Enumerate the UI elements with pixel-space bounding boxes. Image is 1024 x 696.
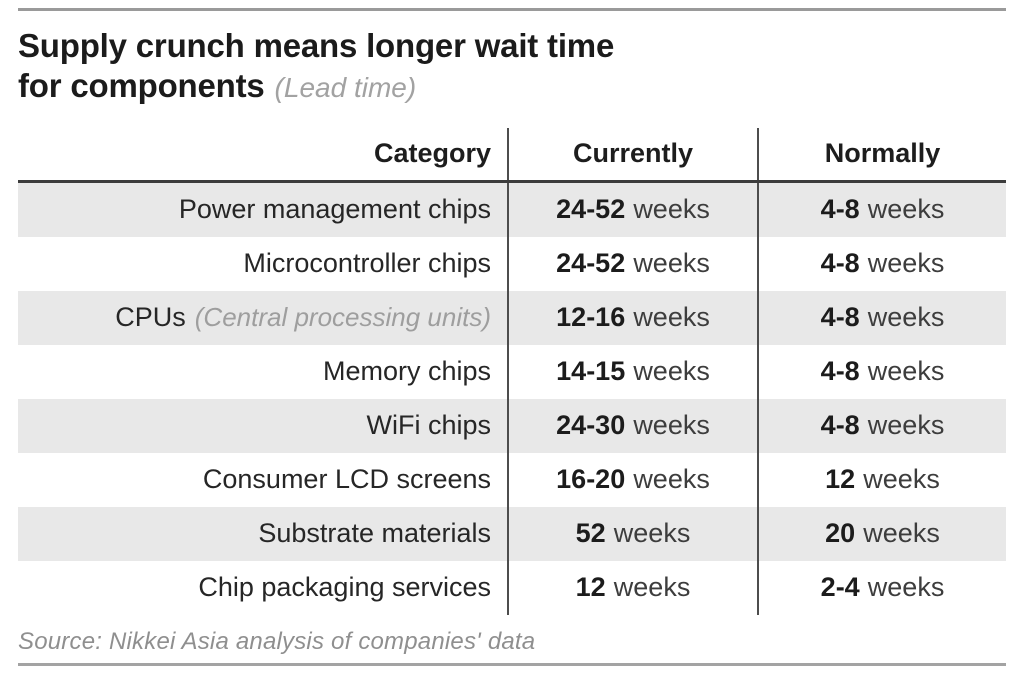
normally-value: 12: [825, 464, 856, 494]
chart-title: Supply crunch means longer wait time for…: [18, 26, 1006, 107]
title-subtitle: (Lead time): [274, 72, 417, 104]
normally-unit: weeks: [867, 410, 945, 440]
table-row: CPUs (Central processing units) 12-16 we…: [18, 290, 1006, 345]
table-row: Consumer LCD screens 16-20 weeks 12 week…: [18, 452, 1006, 507]
category-note: (Central processing units): [194, 302, 491, 332]
currently-unit: weeks: [633, 464, 710, 494]
category-cell: Microcontroller chips: [18, 237, 507, 291]
table-row: Memory chips 14-15 weeks 4-8 weeks: [18, 344, 1006, 399]
category-label: Microcontroller chips: [243, 248, 491, 278]
normally-cell: 4-8 weeks: [757, 290, 1006, 345]
header-normally: Normally: [757, 127, 1006, 180]
normally-cell: 20 weeks: [757, 506, 1006, 561]
table-body: Power management chips 24-52 weeks 4-8 w…: [18, 182, 1006, 615]
title-line1: Supply crunch means longer wait time: [18, 27, 615, 64]
normally-unit: weeks: [867, 356, 945, 386]
normally-value: 4-8: [820, 410, 860, 440]
currently-unit: weeks: [613, 572, 691, 602]
currently-cell: 24-52 weeks: [507, 182, 757, 237]
category-label: Substrate materials: [258, 518, 491, 548]
currently-value: 24-52: [556, 194, 626, 224]
currently-value: 24-30: [556, 410, 626, 440]
normally-value: 20: [825, 518, 856, 548]
currently-value: 12-16: [556, 302, 626, 332]
title-block: Supply crunch means longer wait time for…: [18, 26, 1006, 107]
normally-unit: weeks: [867, 302, 945, 332]
currently-cell: 24-52 weeks: [507, 236, 757, 291]
category-label: Memory chips: [322, 356, 491, 386]
currently-unit: weeks: [633, 248, 710, 278]
currently-value: 16-20: [556, 464, 626, 494]
top-rule: [18, 8, 1006, 11]
category-cell: Chip packaging services: [18, 561, 507, 615]
category-label: Power management chips: [178, 194, 491, 224]
normally-cell: 12 weeks: [757, 452, 1006, 507]
currently-cell: 24-30 weeks: [507, 398, 757, 453]
normally-unit: weeks: [867, 572, 945, 602]
category-cell: WiFi chips: [18, 399, 507, 453]
category-cell: Consumer LCD screens: [18, 453, 507, 507]
normally-value: 2-4: [820, 572, 860, 602]
normally-cell: 4-8 weeks: [757, 344, 1006, 399]
header-currently: Currently: [507, 127, 757, 180]
normally-cell: 4-8 weeks: [757, 236, 1006, 291]
normally-value: 4-8: [820, 356, 860, 386]
category-label: WiFi chips: [366, 410, 491, 440]
currently-value: 12: [575, 572, 606, 602]
category-label: CPUs: [115, 302, 186, 332]
category-cell: Power management chips: [18, 183, 507, 237]
normally-cell: 4-8 weeks: [757, 398, 1006, 453]
normally-value: 4-8: [820, 248, 860, 278]
normally-cell: 4-8 weeks: [757, 182, 1006, 237]
normally-unit: weeks: [863, 464, 940, 494]
table-row: Substrate materials 52 weeks 20 weeks: [18, 506, 1006, 561]
normally-cell: 2-4 weeks: [757, 560, 1006, 615]
header-category: Category: [373, 138, 491, 168]
normally-value: 4-8: [820, 194, 860, 224]
title-line2: for components: [18, 67, 265, 105]
table-row: Power management chips 24-52 weeks 4-8 w…: [18, 182, 1006, 237]
category-label: Chip packaging services: [198, 572, 491, 602]
table-row: Chip packaging services 12 weeks 2-4 wee…: [18, 560, 1006, 615]
currently-cell: 12 weeks: [507, 560, 757, 615]
currently-cell: 12-16 weeks: [507, 290, 757, 345]
category-cell: CPUs (Central processing units): [18, 291, 507, 345]
currently-cell: 52 weeks: [507, 506, 757, 561]
category-cell: Memory chips: [18, 345, 507, 399]
normally-unit: weeks: [867, 248, 945, 278]
bottom-rule: [18, 662, 1006, 666]
table-header-row: Category Currently Normally: [18, 127, 1006, 180]
currently-unit: weeks: [633, 356, 710, 386]
currently-unit: weeks: [633, 302, 710, 332]
currently-cell: 16-20 weeks: [507, 452, 757, 507]
currently-unit: weeks: [633, 410, 710, 440]
normally-value: 4-8: [820, 302, 860, 332]
table-row: WiFi chips 24-30 weeks 4-8 weeks: [18, 398, 1006, 453]
normally-unit: weeks: [863, 518, 940, 548]
lead-time-table: Category Currently Normally Power manage…: [18, 127, 1006, 615]
currently-cell: 14-15 weeks: [507, 344, 757, 399]
currently-value: 14-15: [556, 356, 626, 386]
infographic-page: Supply crunch means longer wait time for…: [18, 8, 1006, 666]
currently-value: 52: [575, 518, 606, 548]
table-row: Microcontroller chips 24-52 weeks 4-8 we…: [18, 236, 1006, 291]
currently-unit: weeks: [613, 518, 691, 548]
currently-unit: weeks: [633, 194, 710, 224]
currently-value: 24-52: [556, 248, 626, 278]
source-credit: Source: Nikkei Asia analysis of companie…: [18, 627, 536, 655]
normally-unit: weeks: [867, 194, 945, 224]
category-cell: Substrate materials: [18, 507, 507, 561]
header-underline: [18, 179, 1006, 183]
category-label: Consumer LCD screens: [202, 464, 491, 494]
